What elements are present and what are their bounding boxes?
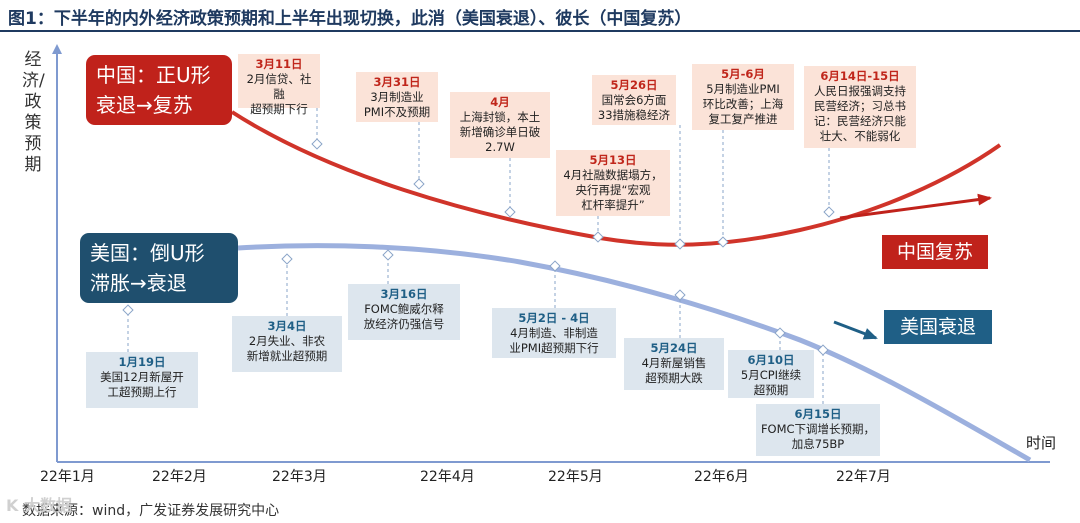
us-event-marker — [382, 249, 394, 261]
data-source: 数据来源：wind，广发证券发展研究中心 — [22, 503, 280, 519]
china-event-text: 上海封锁，本土 新增确诊单日破 2.7W — [459, 110, 541, 154]
china-event-callout: 5月-6月 5月制造业PMI 环比改善；上海 复工复产推进 — [692, 64, 794, 130]
x-tick-label: 22年1月 — [40, 469, 95, 485]
us-curve — [237, 243, 1032, 463]
us-event-marker — [774, 327, 786, 339]
x-tick-label: 22年6月 — [694, 469, 749, 485]
us-event-date: 3月4日 — [267, 319, 307, 333]
china-event-text: 国常会6方面 33措施稳经济 — [597, 93, 671, 122]
china-event-date: 5月13日 — [589, 153, 637, 167]
us-event-callout: 5月24日 4月新屋销售 超预期大跌 — [624, 338, 724, 390]
series-label-us: 美国：倒U形 滞胀→衰退 — [80, 233, 238, 303]
china-recovery-label: 中国复苏 — [882, 235, 988, 269]
us-event-date: 1月19日 — [118, 355, 166, 369]
china-event-marker — [674, 238, 686, 250]
china-event-callout: 5月13日 4月社融数据塌方， 央行再提“宏观 杠杆率提升” — [556, 150, 670, 216]
us-event-text: 2月失业、非农 新增就业超预期 — [246, 334, 328, 363]
x-tick-label: 22年4月 — [420, 469, 475, 485]
china-event-text: 2月信贷、社融 超预期下行 — [246, 72, 312, 116]
us-event-marker — [817, 344, 829, 356]
china-event-callout: 5月26日 国常会6方面 33措施稳经济 — [592, 75, 676, 125]
event-leaders — [122, 108, 835, 404]
us-event-callout: 6月15日 FOMC下调增长预期， 加息75BP — [756, 404, 880, 456]
series-label-us-text: 美国：倒U形 滞胀→衰退 — [90, 241, 205, 295]
us-event-text: 4月新屋销售 超预期大跌 — [641, 356, 707, 385]
x-tick-label: 22年3月 — [272, 469, 327, 485]
china-event-date: 3月11日 — [255, 57, 303, 71]
us-event-callout: 6月10日 5月CPI继续 超预期 — [728, 350, 814, 398]
us-event-marker — [674, 289, 686, 301]
china-event-marker — [311, 138, 323, 150]
series-label-china-text: 中国：正U形 衰退→复苏 — [96, 63, 211, 117]
us-event-text: 4月制造、非制造 业PMI超预期下行 — [509, 326, 599, 355]
us-event-callout: 3月16日 FOMC鲍威尔释 放经济仍强信号 — [348, 284, 460, 340]
us-recession-label: 美国衰退 — [884, 310, 992, 344]
china-event-callout: 3月11日 2月信贷、社融 超预期下行 — [238, 54, 320, 116]
china-event-callout: 3月31日 3月制造业 PMI不及预期 — [356, 72, 438, 122]
x-tick-label: 22年2月 — [152, 469, 207, 485]
china-event-text: 人民日报强调支持 民营经济；习总书 记：民营经济只能 壮大、不能弱化 — [814, 84, 906, 143]
x-tick-label: 22年5月 — [548, 469, 603, 485]
china-event-date: 5月-6月 — [721, 67, 765, 81]
us-event-callout: 5月2日 - 4日 4月制造、非制造 业PMI超预期下行 — [492, 308, 616, 358]
series-label-china: 中国：正U形 衰退→复苏 — [86, 55, 232, 125]
china-event-marker — [592, 231, 604, 243]
title-rule — [0, 30, 1080, 32]
x-axis-label: 时间 — [1026, 434, 1057, 452]
us-event-date: 5月2日 - 4日 — [518, 311, 590, 325]
us-event-marker — [281, 253, 293, 265]
us-trend-arrow — [833, 320, 878, 340]
us-event-callout: 1月19日 美国12月新屋开 工超预期上行 — [86, 352, 198, 408]
watermark-logo: K 大数据 — [6, 496, 72, 515]
y-axis-label: 经济/政策预期 — [22, 50, 45, 175]
china-event-text: 3月制造业 PMI不及预期 — [363, 90, 431, 119]
china-event-date: 4月 — [490, 95, 510, 109]
china-curve — [230, 110, 1002, 247]
us-event-text: FOMC下调增长预期， 加息75BP — [760, 422, 876, 451]
china-event-marker — [504, 206, 516, 218]
china-event-text: 5月制造业PMI 环比改善；上海 复工复产推进 — [702, 82, 784, 126]
china-event-marker — [717, 236, 729, 248]
china-event-marker — [823, 206, 835, 218]
us-event-text: 5月CPI继续 超预期 — [740, 368, 802, 397]
china-event-marker — [413, 178, 425, 190]
us-event-callout: 3月4日 2月失业、非农 新增就业超预期 — [232, 316, 342, 372]
us-event-date: 6月15日 — [794, 407, 842, 421]
us-event-text: 美国12月新屋开 工超预期上行 — [100, 370, 184, 399]
us-event-date: 5月24日 — [650, 341, 698, 355]
us-event-marker — [549, 260, 561, 272]
china-event-callout: 4月 上海封锁，本土 新增确诊单日破 2.7W — [450, 92, 550, 158]
china-event-date: 6月14日-15日 — [820, 69, 900, 83]
china-trend-arrow — [839, 193, 992, 220]
chart-title: 图1：下半年的内外经济政策预期和上半年出现切换，此消（美国衰退）、彼长（中国复苏… — [8, 9, 692, 29]
china-event-date: 5月26日 — [610, 78, 658, 92]
china-event-callout: 6月14日-15日 人民日报强调支持 民营经济；习总书 记：民营经济只能 壮大、不… — [804, 66, 916, 148]
china-event-date: 3月31日 — [373, 75, 421, 89]
china-event-text: 4月社融数据塌方， 央行再提“宏观 杠杆率提升” — [563, 168, 663, 212]
us-event-marker — [122, 304, 134, 316]
x-tick-label: 22年7月 — [836, 469, 891, 485]
us-event-date: 6月10日 — [747, 353, 795, 367]
us-event-date: 3月16日 — [380, 287, 428, 301]
us-event-text: FOMC鲍威尔释 放经济仍强信号 — [363, 302, 445, 331]
